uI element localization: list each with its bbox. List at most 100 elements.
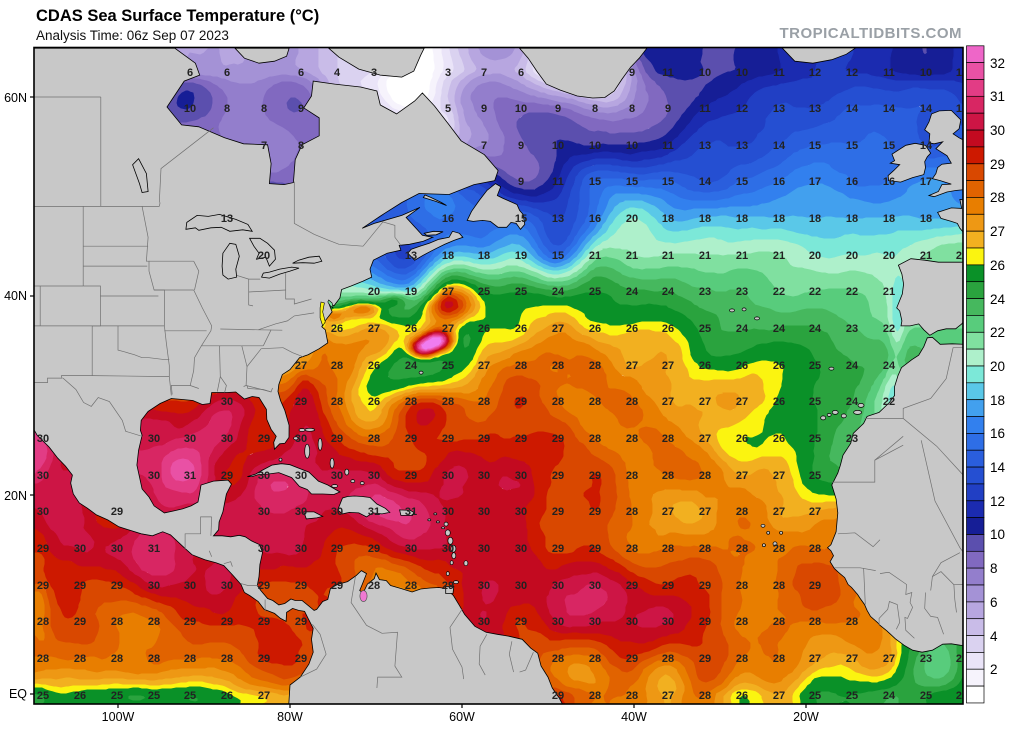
svg-text:9: 9 <box>665 103 671 115</box>
svg-text:27: 27 <box>990 224 1005 239</box>
svg-text:21: 21 <box>662 250 674 262</box>
svg-text:26: 26 <box>736 433 748 445</box>
svg-text:30: 30 <box>515 543 527 555</box>
svg-text:26: 26 <box>773 433 785 445</box>
svg-text:28: 28 <box>111 653 123 665</box>
svg-text:28: 28 <box>699 470 711 482</box>
svg-text:25: 25 <box>956 653 968 665</box>
svg-text:32: 32 <box>990 56 1005 71</box>
svg-text:8: 8 <box>592 103 598 115</box>
svg-text:28: 28 <box>368 580 380 592</box>
svg-text:30: 30 <box>331 470 343 482</box>
svg-text:29: 29 <box>662 580 674 592</box>
svg-text:28: 28 <box>589 396 601 408</box>
svg-text:30: 30 <box>148 433 160 445</box>
svg-text:13: 13 <box>699 140 711 152</box>
svg-text:26: 26 <box>699 360 711 372</box>
svg-text:25: 25 <box>442 360 454 372</box>
svg-text:28: 28 <box>552 653 564 665</box>
svg-text:29: 29 <box>552 543 564 555</box>
svg-text:19: 19 <box>405 286 417 298</box>
svg-text:10: 10 <box>515 103 527 115</box>
svg-text:25: 25 <box>846 690 858 702</box>
svg-text:26: 26 <box>626 323 638 335</box>
svg-text:27: 27 <box>258 690 270 702</box>
svg-text:30: 30 <box>662 616 674 628</box>
svg-text:23: 23 <box>846 433 858 445</box>
svg-text:28: 28 <box>626 690 638 702</box>
svg-text:29: 29 <box>295 396 307 408</box>
svg-text:29: 29 <box>258 433 270 445</box>
svg-text:22: 22 <box>773 286 785 298</box>
svg-text:10: 10 <box>184 103 196 115</box>
svg-text:13: 13 <box>956 103 968 115</box>
svg-text:28: 28 <box>773 653 785 665</box>
svg-text:29: 29 <box>405 433 417 445</box>
svg-text:28: 28 <box>405 396 417 408</box>
svg-text:60W: 60W <box>449 710 475 724</box>
svg-text:30: 30 <box>515 580 527 592</box>
svg-text:29: 29 <box>37 580 49 592</box>
svg-text:18: 18 <box>773 213 785 225</box>
svg-text:28: 28 <box>37 653 49 665</box>
svg-text:25: 25 <box>515 286 527 298</box>
svg-text:17: 17 <box>920 176 932 188</box>
svg-text:30: 30 <box>478 616 490 628</box>
svg-text:18: 18 <box>736 213 748 225</box>
svg-text:26: 26 <box>368 396 380 408</box>
svg-text:15: 15 <box>736 176 748 188</box>
svg-text:27: 27 <box>662 690 674 702</box>
svg-text:9: 9 <box>629 67 635 79</box>
svg-text:15: 15 <box>809 140 821 152</box>
svg-text:28: 28 <box>699 543 711 555</box>
svg-text:24: 24 <box>883 360 896 372</box>
svg-text:27: 27 <box>662 396 674 408</box>
svg-text:18: 18 <box>809 213 821 225</box>
svg-text:16: 16 <box>589 213 601 225</box>
svg-text:24: 24 <box>773 323 786 335</box>
svg-text:9: 9 <box>481 103 487 115</box>
svg-text:28: 28 <box>773 580 785 592</box>
svg-text:27: 27 <box>773 470 785 482</box>
svg-text:TROPICALTIDBITS.COM: TROPICALTIDBITS.COM <box>779 25 962 42</box>
svg-text:29: 29 <box>699 616 711 628</box>
svg-text:29: 29 <box>478 433 490 445</box>
svg-text:29: 29 <box>405 470 417 482</box>
svg-text:29: 29 <box>258 653 270 665</box>
svg-text:13: 13 <box>736 140 748 152</box>
svg-text:25: 25 <box>184 690 196 702</box>
svg-text:27: 27 <box>736 470 748 482</box>
svg-text:11: 11 <box>662 67 674 79</box>
svg-text:30: 30 <box>478 470 490 482</box>
svg-text:28: 28 <box>552 360 564 372</box>
svg-text:30: 30 <box>552 616 564 628</box>
svg-text:7: 7 <box>261 140 267 152</box>
svg-text:3: 3 <box>445 67 451 79</box>
svg-text:3: 3 <box>371 67 377 79</box>
svg-text:16: 16 <box>846 176 858 188</box>
svg-text:14: 14 <box>920 103 933 115</box>
svg-text:11: 11 <box>773 67 785 79</box>
svg-text:20: 20 <box>368 286 380 298</box>
svg-text:30: 30 <box>184 580 196 592</box>
svg-text:28: 28 <box>662 653 674 665</box>
svg-text:20: 20 <box>883 250 895 262</box>
svg-text:20W: 20W <box>793 710 819 724</box>
svg-text:23: 23 <box>736 286 748 298</box>
svg-text:27: 27 <box>662 360 674 372</box>
svg-text:28: 28 <box>331 360 343 372</box>
svg-text:28: 28 <box>736 506 748 518</box>
svg-text:27: 27 <box>699 433 711 445</box>
svg-text:40W: 40W <box>621 710 647 724</box>
svg-text:15: 15 <box>883 140 895 152</box>
svg-text:31: 31 <box>184 470 196 482</box>
svg-text:12: 12 <box>956 67 968 79</box>
svg-text:13: 13 <box>552 213 564 225</box>
svg-text:25: 25 <box>809 690 821 702</box>
svg-text:30: 30 <box>295 543 307 555</box>
svg-text:29: 29 <box>699 653 711 665</box>
svg-text:8: 8 <box>298 140 304 152</box>
svg-text:29: 29 <box>515 433 527 445</box>
svg-text:30: 30 <box>74 543 86 555</box>
svg-text:25: 25 <box>148 690 160 702</box>
